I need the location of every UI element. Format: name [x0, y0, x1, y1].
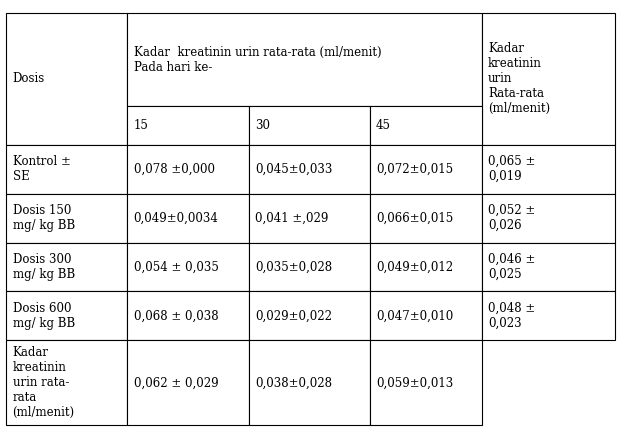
Bar [249, 194, 370, 243]
Bar [127, 243, 249, 292]
Text: 45: 45 [376, 119, 391, 132]
Bar [6, 340, 127, 425]
Bar [482, 145, 615, 194]
Text: 0,035±0,028: 0,035±0,028 [255, 260, 332, 273]
Bar [482, 194, 615, 243]
Bar [127, 340, 249, 425]
Bar [127, 194, 249, 243]
Bar [6, 292, 127, 340]
Text: 0,054 ± 0,035: 0,054 ± 0,035 [134, 260, 219, 273]
Text: 0,049±0,012: 0,049±0,012 [376, 260, 453, 273]
Text: Dosis 150
mg/ kg BB: Dosis 150 mg/ kg BB [13, 204, 75, 232]
Bar [370, 340, 482, 425]
Bar [370, 194, 482, 243]
Text: 0,046 ±
0,025: 0,046 ± 0,025 [488, 253, 535, 281]
Text: Kadar  kreatinin urin rata-rata (ml/menit)
Pada hari ke-: Kadar kreatinin urin rata-rata (ml/menit… [134, 46, 381, 74]
Bar [249, 292, 370, 340]
Text: 0,065 ±
0,019: 0,065 ± 0,019 [488, 155, 535, 183]
Bar [6, 194, 127, 243]
Text: 0,052 ±
0,026: 0,052 ± 0,026 [488, 204, 535, 232]
Bar [370, 243, 482, 292]
Bar [249, 243, 370, 292]
Text: Dosis: Dosis [13, 72, 45, 85]
Bar [127, 106, 249, 145]
Text: Dosis 300
mg/ kg BB: Dosis 300 mg/ kg BB [13, 253, 75, 281]
Text: 0,068 ± 0,038: 0,068 ± 0,038 [134, 309, 218, 322]
Text: 0,041 ±,029: 0,041 ±,029 [255, 211, 328, 224]
Bar [370, 292, 482, 340]
Bar [6, 243, 127, 292]
Text: 30: 30 [255, 119, 270, 132]
Text: 0,078 ±0,000: 0,078 ±0,000 [134, 163, 215, 176]
Text: 0,066±0,015: 0,066±0,015 [376, 211, 453, 224]
Text: 0,049±0,0034: 0,049±0,0034 [134, 211, 219, 224]
Bar [482, 243, 615, 292]
Bar [249, 145, 370, 194]
Text: 15: 15 [134, 119, 148, 132]
Text: Dosis 600
mg/ kg BB: Dosis 600 mg/ kg BB [13, 302, 75, 330]
Bar [482, 292, 615, 340]
Bar [6, 145, 127, 194]
Bar [370, 145, 482, 194]
Text: Kontrol ±
SE: Kontrol ± SE [13, 155, 70, 183]
Text: 0,045±0,033: 0,045±0,033 [255, 163, 332, 176]
Bar [249, 106, 370, 145]
Bar [482, 13, 615, 145]
Bar [6, 13, 127, 145]
Bar [249, 340, 370, 425]
Text: 0,029±0,022: 0,029±0,022 [255, 309, 332, 322]
Bar [127, 145, 249, 194]
Text: 0,062 ± 0,029: 0,062 ± 0,029 [134, 376, 218, 389]
Text: Kadar
kreatinin
urin rata-
rata
(ml/menit): Kadar kreatinin urin rata- rata (ml/meni… [13, 346, 75, 419]
Text: 0,048 ±
0,023: 0,048 ± 0,023 [488, 302, 535, 330]
Text: 0,072±0,015: 0,072±0,015 [376, 163, 453, 176]
Text: Kadar
kreatinin
urin
Rata-rata
(ml/menit): Kadar kreatinin urin Rata-rata (ml/menit… [488, 42, 550, 115]
Text: 0,059±0,013: 0,059±0,013 [376, 376, 453, 389]
Text: 0,038±0,028: 0,038±0,028 [255, 376, 332, 389]
Bar [127, 13, 482, 106]
Bar [370, 106, 482, 145]
Text: 0,047±0,010: 0,047±0,010 [376, 309, 453, 322]
Bar [127, 292, 249, 340]
